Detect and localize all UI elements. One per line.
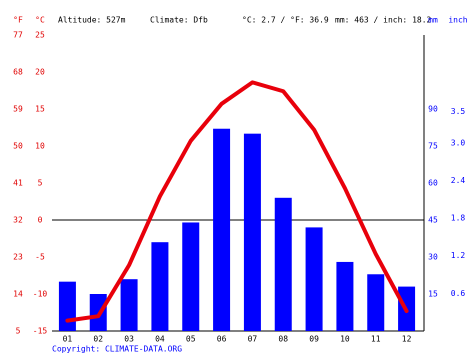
x-tick-label: 10 — [340, 335, 350, 344]
footer: Copyright: CLIMATE-DATA.ORG — [52, 345, 182, 354]
f-tick-label: 59 — [13, 105, 23, 114]
y-tick-label: 25 — [35, 31, 45, 40]
annotation: Climate: Dfb — [150, 16, 208, 25]
c-unit: °C — [35, 16, 45, 25]
temperature-line — [65, 80, 409, 323]
x-tick-label: 04 — [155, 335, 165, 344]
bar — [274, 197, 292, 331]
f-tick-label: 32 — [13, 216, 23, 225]
f-tick-label: 68 — [13, 68, 23, 77]
x-tick-label: 12 — [402, 335, 412, 344]
bar — [305, 227, 323, 331]
x-tick-label: 01 — [63, 335, 73, 344]
f-tick-label: 23 — [13, 253, 23, 262]
y-tick-label: -15 — [33, 327, 48, 336]
bar — [243, 133, 261, 331]
y2-tick-label: 30 — [428, 253, 438, 262]
y2-tick-label: 75 — [428, 142, 438, 151]
y-tick-label: -5 — [35, 253, 45, 262]
bar — [120, 279, 138, 331]
x-tick-label: 09 — [309, 335, 319, 344]
f-tick-label: 41 — [13, 179, 23, 188]
y2-tick-label: 60 — [428, 179, 438, 188]
y2-tick-label: 15 — [428, 290, 438, 299]
inch-unit: inch — [448, 16, 467, 25]
bar — [336, 261, 354, 331]
inch-tick-label: 3.0 — [451, 138, 466, 147]
bar — [213, 128, 231, 331]
x-tick-label: 05 — [186, 335, 196, 344]
y-tick-label: 10 — [35, 142, 45, 151]
y-tick-label: 0 — [38, 216, 43, 225]
annotation: mm: 463 / inch: 18.2 — [335, 16, 432, 25]
y-tick-label: 15 — [35, 105, 45, 114]
annotation: °C: 2.7 / °F: 36.9 — [242, 16, 329, 25]
f-tick-label: 77 — [13, 31, 23, 40]
y2-tick-label: 45 — [428, 216, 438, 225]
inch-tick-label: 2.4 — [451, 176, 466, 185]
x-tick-label: 06 — [217, 335, 227, 344]
f-tick-label: 50 — [13, 142, 23, 151]
annotation: Altitude: 527m — [58, 16, 126, 25]
f-tick-label: 5 — [16, 327, 21, 336]
x-tick-label: 11 — [371, 335, 381, 344]
y-tick-label: 5 — [38, 179, 43, 188]
bar — [182, 222, 200, 331]
bar — [58, 281, 76, 331]
x-tick-label: 08 — [278, 335, 288, 344]
x-tick-label: 03 — [124, 335, 134, 344]
y-tick-label: 20 — [35, 68, 45, 77]
inch-tick-label: 3.5 — [451, 107, 466, 116]
inch-tick-label: 0.6 — [451, 289, 466, 298]
f-tick-label: 14 — [13, 290, 23, 299]
inch-tick-label: 1.2 — [451, 251, 466, 260]
y2-tick-label: 90 — [428, 105, 438, 114]
mm-unit: mm — [428, 16, 438, 25]
x-tick-label: 07 — [248, 335, 258, 344]
f-unit: °F — [13, 16, 23, 25]
x-tick-label: 02 — [93, 335, 103, 344]
bar — [151, 242, 169, 331]
bar — [367, 274, 385, 331]
inch-tick-label: 1.8 — [451, 214, 466, 223]
y-tick-label: -10 — [33, 290, 48, 299]
